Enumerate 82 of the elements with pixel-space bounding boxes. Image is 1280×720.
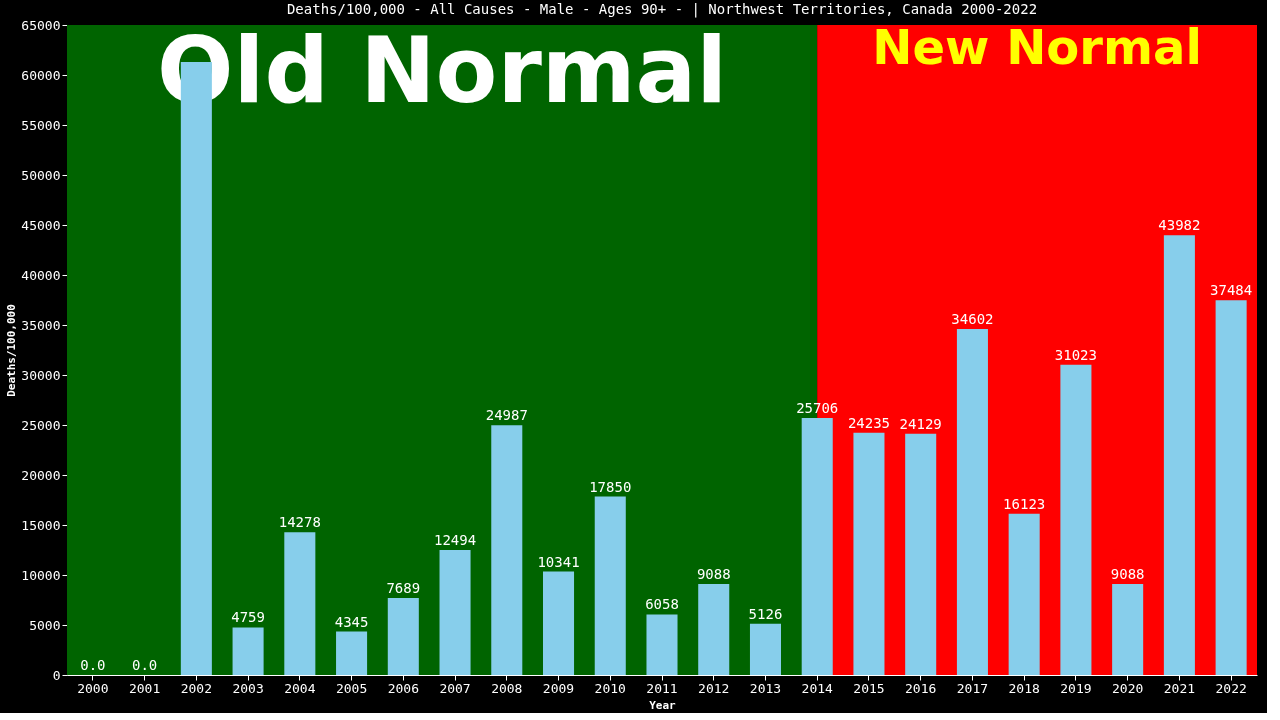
bar bbox=[749, 623, 781, 675]
data-label: 17850 bbox=[589, 478, 632, 495]
x-tick-label: 2022 bbox=[1215, 680, 1247, 696]
x-tick-label: 2019 bbox=[1060, 680, 1092, 696]
x-tick-label: 2003 bbox=[232, 680, 264, 696]
x-tick-label: 2013 bbox=[749, 680, 782, 696]
y-tick-label: 55000 bbox=[21, 117, 61, 133]
data-label: 31023 bbox=[1054, 346, 1097, 363]
x-tick-label: 2002 bbox=[180, 680, 212, 696]
x-tick-label: 2014 bbox=[801, 680, 834, 696]
bar bbox=[336, 631, 368, 675]
bar bbox=[905, 433, 937, 675]
x-tick-label: 2012 bbox=[698, 680, 730, 696]
bar bbox=[543, 571, 575, 675]
y-tick-label: 60000 bbox=[21, 67, 61, 83]
x-tick-label: 2010 bbox=[594, 680, 626, 696]
data-label: 9088 bbox=[1110, 566, 1145, 583]
bar bbox=[1112, 584, 1144, 675]
data-label: 0.0 bbox=[131, 657, 158, 673]
y-tick-label: 25000 bbox=[21, 417, 61, 433]
x-tick-label: 2008 bbox=[491, 680, 523, 696]
y-tick-label: 35000 bbox=[21, 317, 61, 333]
data-label: 34602 bbox=[951, 310, 994, 327]
y-tick-label: 0 bbox=[52, 667, 61, 683]
x-tick-label: 2009 bbox=[542, 680, 575, 696]
x-tick-label: 2006 bbox=[387, 680, 419, 696]
band-label: New Normal bbox=[872, 19, 1202, 75]
data-label: 10341 bbox=[537, 553, 580, 570]
data-label: 5126 bbox=[748, 605, 783, 622]
y-tick-label: 30000 bbox=[21, 367, 61, 383]
bar bbox=[646, 614, 678, 675]
bar bbox=[439, 550, 471, 675]
data-label: 24129 bbox=[899, 415, 942, 432]
data-label: 7689 bbox=[386, 580, 421, 597]
y-tick-label: 40000 bbox=[21, 267, 61, 283]
x-tick-label: 2005 bbox=[335, 680, 368, 696]
x-tick-label: 2011 bbox=[646, 680, 678, 696]
data-label: 37484 bbox=[1210, 282, 1253, 299]
y-tick-label: 5000 bbox=[29, 617, 61, 633]
x-tick-label: 2001 bbox=[128, 680, 161, 696]
x-tick-label: 2018 bbox=[1008, 680, 1040, 696]
data-label: 9088 bbox=[696, 566, 731, 583]
data-label: 0.0 bbox=[80, 657, 106, 673]
bar bbox=[491, 425, 523, 675]
y-tick-label: 20000 bbox=[21, 467, 61, 483]
bar bbox=[1163, 235, 1195, 675]
x-tick-label: 2015 bbox=[853, 680, 885, 696]
bar bbox=[801, 417, 833, 675]
bar bbox=[1215, 300, 1247, 675]
bar bbox=[1008, 513, 1040, 675]
bar bbox=[594, 496, 626, 675]
bar bbox=[853, 432, 885, 675]
x-tick-label: 2000 bbox=[77, 680, 109, 696]
x-tick-label: 2021 bbox=[1163, 680, 1196, 696]
bar bbox=[284, 532, 316, 675]
data-label: 4345 bbox=[334, 613, 369, 630]
bar bbox=[232, 627, 264, 675]
bar bbox=[387, 598, 419, 675]
chart-title: Deaths/100,000 - All Causes - Male - Ages 90+ - | Northwest Territories, Canada 2000-2022 bbox=[286, 1, 1038, 18]
data-label: 6058 bbox=[645, 596, 679, 613]
data-label: 4759 bbox=[231, 609, 265, 626]
data-label: 14278 bbox=[278, 514, 321, 531]
y-tick-label: 50000 bbox=[21, 167, 61, 183]
bar bbox=[698, 584, 730, 675]
x-tick-label: 2017 bbox=[956, 680, 989, 696]
data-label: 24987 bbox=[485, 407, 528, 424]
data-label: 12494 bbox=[433, 532, 477, 549]
x-tick-label: 2007 bbox=[439, 680, 471, 696]
data-label: 16123 bbox=[1003, 495, 1046, 512]
x-tick-label: 2016 bbox=[905, 680, 937, 696]
x-axis-title: Year bbox=[649, 698, 677, 712]
y-tick-label: 45000 bbox=[21, 217, 61, 233]
x-tick-label: 2004 bbox=[284, 680, 316, 696]
y-tick-label: 15000 bbox=[21, 517, 61, 533]
data-label: 43982 bbox=[1158, 217, 1201, 234]
data-label: 24235 bbox=[847, 414, 891, 431]
x-tick-label: 2020 bbox=[1112, 680, 1144, 696]
y-axis-title: Deaths/100,000 bbox=[5, 304, 19, 397]
y-tick-label: 10000 bbox=[21, 567, 61, 583]
bar bbox=[956, 328, 988, 675]
y-tick-label: 65000 bbox=[21, 17, 61, 33]
bar bbox=[1060, 364, 1092, 675]
